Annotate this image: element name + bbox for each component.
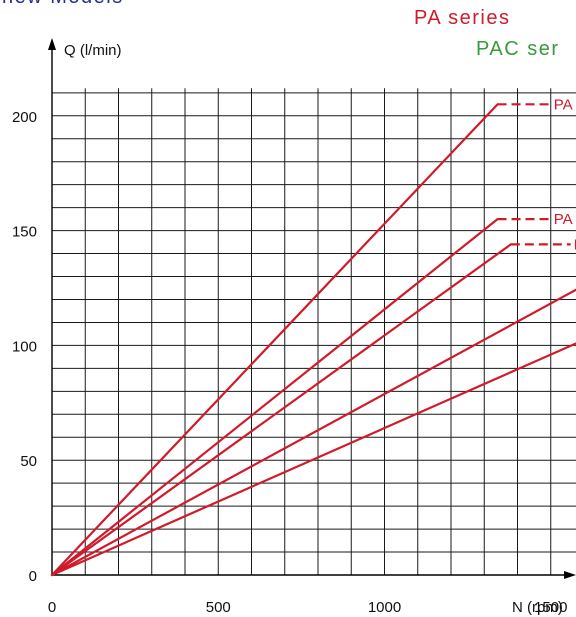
pac-series-heading: PAC ser [476,38,560,60]
series-line [50,103,499,577]
series-pa-2x40: PA 2x40 [50,288,576,577]
pa-series-heading: PA series [414,7,511,29]
y-axis-label: Q (l/min) [64,42,122,59]
y-tick-label: 150 [12,224,37,241]
series-label-bg [551,95,576,113]
x-tick-label: 0 [48,599,56,616]
series-label: PA 75-40 / PA 2x57 [554,211,576,228]
chart-axes [48,38,576,579]
y-tick-label: 200 [12,109,37,126]
series-line [50,342,576,577]
series-line [50,243,512,577]
series-pa-2x32: PA 2x32 [50,342,576,577]
y-tick-label: 100 [12,338,37,355]
y-axis-arrow [48,38,56,50]
y-tick-label: 50 [20,453,37,470]
series-line [50,218,499,577]
series-pa-2x50: PA 2x50 [50,235,576,577]
series-label-bg [571,235,576,253]
cut-off-title: new Models [2,0,124,9]
series-label: PA 2x75 [554,96,576,113]
series-label-bg [551,210,576,228]
chart-series: PA 2x75 PA 75-40 / PA 2x57 PA 2x50 PA 2x40P… [50,95,576,577]
tick-labels: 05001000150020002500050100150200 [12,109,567,616]
series-line [50,288,576,577]
chart-grid [52,88,576,575]
x-axis-label: N (rpm) [512,599,563,616]
y-tick-label: 0 [29,568,37,585]
series-pa-2x75: PA 2x75 [50,95,576,577]
series-pa-75-40-pa-2x57: PA 75-40 / PA 2x57 [50,210,576,577]
x-tick-label: 500 [206,599,231,616]
series-label: PA 2x50 [574,236,576,253]
x-axis-arrow [564,571,576,579]
x-tick-label: 1000 [368,599,401,616]
x-tick-label: 1500 [534,599,567,616]
